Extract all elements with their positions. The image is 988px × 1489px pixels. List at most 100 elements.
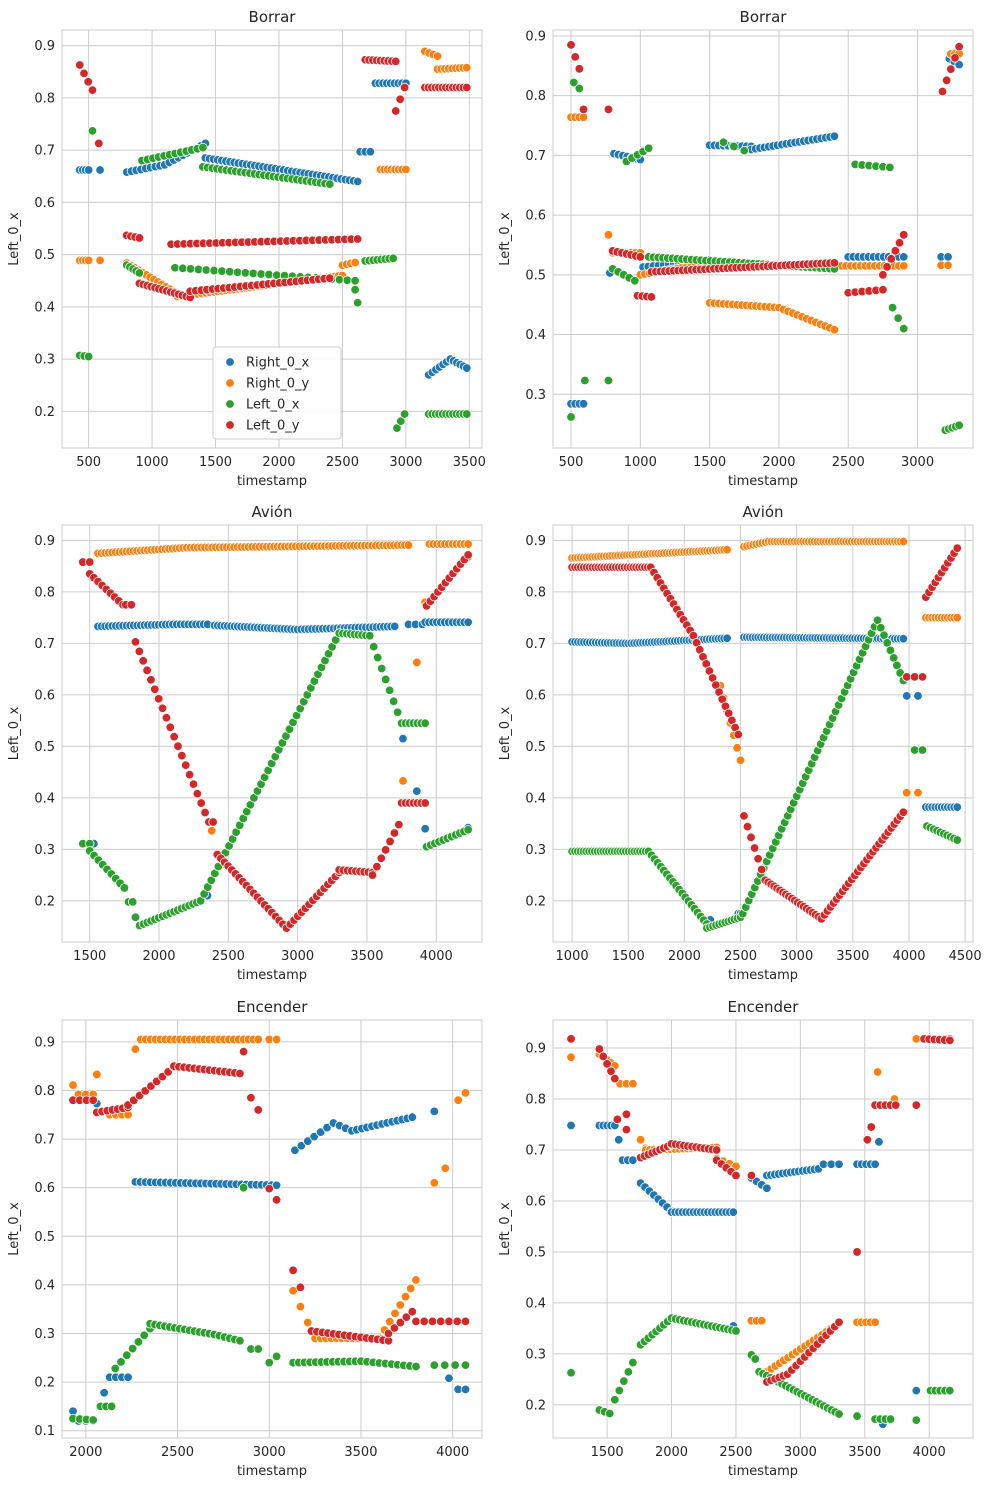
- data-point: [264, 1183, 274, 1194]
- data-point: [952, 612, 962, 623]
- chart-title: Borrar: [740, 8, 788, 26]
- data-point: [937, 86, 948, 97]
- x-tick-label: 500: [559, 455, 584, 470]
- y-tick-label: 0.3: [525, 843, 546, 858]
- data-point: [463, 550, 473, 560]
- chart-title: Avión: [251, 503, 292, 521]
- data-point: [134, 268, 145, 278]
- data-point: [749, 843, 760, 853]
- data-point: [88, 1415, 98, 1425]
- series-Left_0_x: [78, 628, 473, 931]
- legend-marker: [225, 378, 235, 388]
- series-Left_0_x: [566, 1313, 955, 1425]
- data-point: [376, 853, 386, 863]
- data-point: [87, 126, 98, 136]
- x-tick-label: 1500: [591, 1445, 624, 1460]
- y-tick-label: 0.3: [525, 388, 546, 403]
- data-point: [574, 64, 585, 74]
- data-point: [731, 1326, 741, 1336]
- data-point: [208, 817, 218, 827]
- data-point: [630, 276, 640, 286]
- series-Right_0_x: [566, 1120, 955, 1429]
- data-point: [130, 1044, 141, 1054]
- x-tick-label: 3500: [848, 1445, 881, 1460]
- data-point: [882, 262, 892, 272]
- data-point: [411, 1361, 421, 1372]
- x-axis-label: timestamp: [237, 474, 307, 489]
- data-point: [127, 897, 138, 907]
- data-point: [390, 1308, 400, 1319]
- data-point: [852, 1411, 862, 1421]
- data-point: [198, 142, 208, 153]
- data-point: [411, 1316, 421, 1327]
- data-point: [290, 1145, 300, 1155]
- data-point: [614, 1385, 625, 1396]
- data-point: [603, 375, 614, 386]
- data-point: [127, 1343, 138, 1354]
- x-tick-label: 1000: [624, 455, 657, 470]
- data-point: [380, 845, 391, 855]
- data-point: [729, 141, 739, 152]
- data-point: [952, 543, 962, 553]
- data-point: [911, 1415, 922, 1425]
- data-point: [943, 252, 953, 262]
- data-point: [909, 672, 920, 682]
- data-point: [389, 828, 400, 838]
- data-point: [388, 253, 398, 264]
- data-point: [574, 83, 585, 94]
- data-point: [621, 1124, 632, 1135]
- data-point: [898, 252, 909, 262]
- data-point: [126, 600, 137, 610]
- data-point: [917, 745, 928, 755]
- data-point: [913, 788, 923, 798]
- data-point: [570, 52, 580, 62]
- data-point: [834, 1317, 844, 1327]
- data-point: [181, 760, 191, 770]
- chart-panel-2: 500 1000 1500 2000 2500 3000 0.3 0.4 0.5 0.6 0.7 0.…: [498, 8, 974, 489]
- data-point: [628, 1079, 638, 1089]
- legend-marker: [225, 420, 235, 430]
- y-axis-label: Left_0_x: [498, 212, 513, 266]
- data-point: [87, 85, 98, 95]
- series-Right_0_y: [68, 1034, 471, 1344]
- data-point: [898, 634, 909, 644]
- data-point: [350, 276, 360, 286]
- data-point: [322, 1122, 332, 1133]
- data-point: [406, 1283, 416, 1294]
- data-point: [235, 1336, 245, 1346]
- data-point: [376, 663, 387, 674]
- data-point: [196, 798, 206, 808]
- y-tick-label: 0.6: [34, 688, 55, 703]
- data-point: [623, 1367, 634, 1377]
- data-point: [238, 1182, 249, 1193]
- y-tick-label: 0.9: [525, 534, 546, 549]
- data-point: [462, 409, 472, 419]
- data-point: [566, 1034, 576, 1044]
- data-point: [253, 1344, 263, 1354]
- plot-area: [552, 1019, 974, 1439]
- data-point: [395, 1300, 405, 1310]
- x-tick-label: 500: [76, 455, 101, 470]
- series-Right_0_x: [75, 78, 472, 380]
- y-tick-label: 0.7: [34, 144, 55, 159]
- data-point: [139, 1330, 149, 1340]
- x-tick-label: 3000: [281, 949, 314, 964]
- y-axis-label: Left_0_x: [7, 1202, 22, 1256]
- data-point: [602, 1059, 612, 1069]
- data-point: [401, 1312, 412, 1322]
- data-point: [606, 1066, 616, 1076]
- data-point: [718, 137, 729, 147]
- data-point: [240, 268, 251, 278]
- y-tick-label: 0.6: [34, 1181, 55, 1196]
- data-point: [566, 1120, 576, 1131]
- data-point: [460, 1088, 471, 1098]
- data-point: [890, 1100, 901, 1110]
- data-point: [429, 1360, 440, 1370]
- data-point: [271, 1351, 282, 1362]
- data-point: [885, 1414, 896, 1424]
- data-point: [420, 718, 430, 728]
- y-tick-label: 0.5: [34, 1230, 55, 1245]
- data-point: [731, 1170, 741, 1181]
- data-point: [264, 269, 274, 280]
- data-point: [380, 674, 391, 685]
